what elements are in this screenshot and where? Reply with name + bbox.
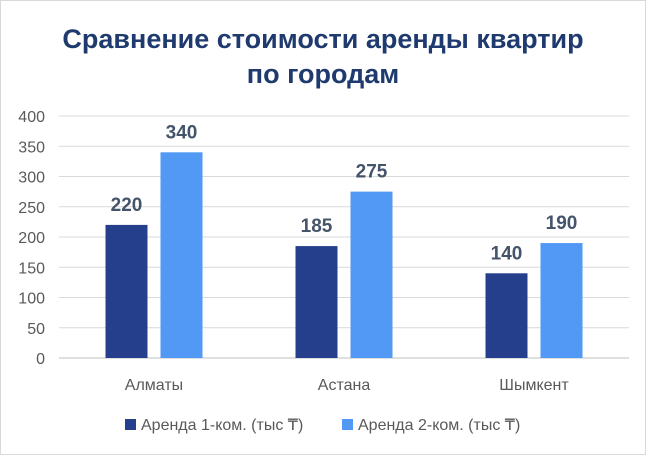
chart-title-line-1: Сравнение стоимости аренды квартир bbox=[62, 24, 583, 54]
bar bbox=[540, 243, 583, 358]
data-labels: 220 340 185 275 140 190 bbox=[111, 122, 578, 264]
legend-swatch bbox=[342, 419, 353, 430]
x-category-label: Алматы bbox=[125, 377, 183, 394]
y-tick-label: 300 bbox=[18, 170, 45, 187]
y-tick-label: 100 bbox=[18, 291, 45, 308]
data-label: 190 bbox=[546, 213, 578, 234]
bar bbox=[105, 224, 148, 358]
legend-label: Аренда 1-ком. (тыс ₸) bbox=[141, 417, 303, 434]
legend-swatch bbox=[125, 419, 136, 430]
legend: Аренда 1-ком. (тыс ₸) Аренда 2-ком. (тыс … bbox=[125, 417, 520, 434]
y-tick-label: 400 bbox=[18, 109, 45, 126]
data-label: 340 bbox=[166, 122, 198, 143]
data-label: 275 bbox=[356, 162, 388, 183]
data-label: 140 bbox=[491, 243, 523, 264]
chart-title: Сравнение стоимости аренды квартир по го… bbox=[62, 24, 583, 89]
data-label: 220 bbox=[111, 195, 143, 216]
bar bbox=[160, 152, 203, 358]
bar bbox=[350, 191, 393, 358]
y-tick-label: 0 bbox=[36, 351, 45, 368]
chart-title-line-2: по городам bbox=[247, 59, 399, 89]
x-category-label: Астана bbox=[318, 377, 371, 394]
bar bbox=[485, 273, 528, 358]
y-tick-label: 50 bbox=[27, 321, 45, 338]
y-tick-label: 150 bbox=[18, 260, 45, 277]
y-tick-label: 250 bbox=[18, 200, 45, 217]
x-category-label: Шымкент bbox=[499, 377, 569, 394]
y-axis-tick-labels: 0 50 100 150 200 250 300 350 400 bbox=[18, 109, 45, 368]
bars bbox=[105, 152, 583, 358]
data-label: 185 bbox=[301, 216, 333, 237]
bar bbox=[295, 246, 338, 358]
x-axis-category-labels: Алматы Астана Шымкент bbox=[125, 377, 570, 394]
y-tick-label: 350 bbox=[18, 139, 45, 156]
gridlines bbox=[59, 115, 629, 359]
y-tick-label: 200 bbox=[18, 230, 45, 247]
legend-label: Аренда 2-ком. (тыс ₸) bbox=[358, 417, 520, 434]
